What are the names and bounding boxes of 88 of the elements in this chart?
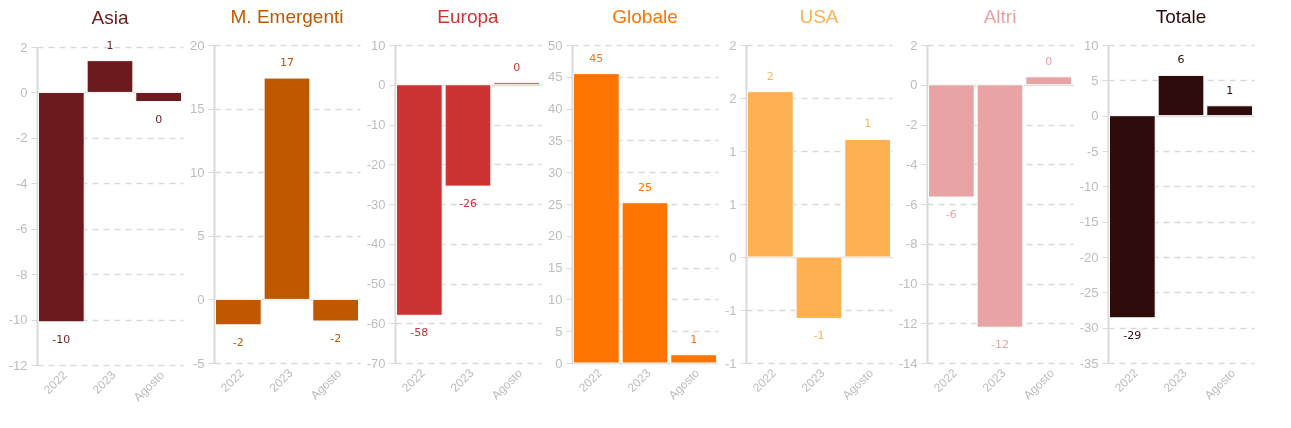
data-label: -26 (459, 197, 477, 211)
y-tick-label: -4 (905, 156, 918, 172)
y-tick-label: 5 (1091, 72, 1099, 88)
chart-title: Europa (437, 6, 500, 27)
chart-title: Totale (1155, 6, 1207, 27)
y-tick-label: -50 (366, 276, 386, 291)
y-tick-label: -10 (898, 276, 918, 291)
y-tick-label: 10 (190, 164, 205, 180)
data-label: 17 (280, 56, 294, 70)
y-tick-label: 45 (548, 69, 563, 85)
y-tick-label: 1 (729, 196, 737, 212)
y-tick-label: 2 (729, 37, 737, 53)
y-tick-label: 2 (910, 37, 918, 53)
y-tick-label: 20 (190, 37, 205, 53)
chart-title: M. Emergenti (230, 6, 344, 27)
y-tick-label: 10 (1084, 37, 1099, 53)
data-label: 0 (1045, 54, 1053, 68)
y-tick-label: -12 (8, 357, 28, 373)
chart-title: USA (799, 6, 839, 27)
y-tick-label: -25 (1079, 284, 1099, 300)
y-tick-label: -14 (898, 355, 918, 371)
data-label: 6 (1177, 53, 1185, 67)
y-tick-label: -30 (366, 196, 386, 212)
data-label: -58 (410, 326, 429, 340)
data-label: 1 (864, 117, 872, 131)
y-tick-label: -6 (15, 221, 28, 237)
y-tick-label: 5 (197, 228, 205, 244)
y-tick-label: 30 (548, 164, 563, 180)
data-label: 1 (1226, 83, 1234, 97)
y-tick-label: -1 (724, 355, 737, 371)
y-tick-label: -20 (1079, 249, 1099, 265)
chart-title: Altri (983, 6, 1017, 27)
y-tick-label: -70 (366, 355, 386, 371)
y-tick-label: -8 (15, 266, 28, 282)
data-label: 0 (513, 60, 521, 74)
y-tick-label: 10 (548, 291, 563, 307)
y-tick-label: 0 (555, 355, 563, 371)
data-label: 25 (638, 180, 652, 194)
y-tick-label: 0 (378, 77, 386, 93)
y-tick-label: -40 (366, 236, 386, 252)
data-label: 45 (589, 51, 604, 65)
y-tick-label: -35 (1079, 355, 1099, 371)
data-label: -6 (945, 208, 957, 222)
y-tick-label: 0 (20, 84, 28, 100)
y-tick-label: -2 (15, 130, 28, 146)
data-label: -29 (1123, 328, 1142, 342)
y-tick-label: -2 (905, 117, 918, 132)
y-tick-label: 2 (729, 90, 737, 106)
y-tick-label: -12 (898, 315, 918, 331)
y-tick-label: 0 (197, 291, 205, 307)
y-tick-label: 5 (555, 323, 563, 339)
y-tick-label: 15 (548, 260, 563, 276)
y-tick-label: 40 (548, 101, 563, 117)
chart-title: Globale (612, 6, 678, 27)
data-label: 1 (106, 38, 114, 52)
data-label: 2 (766, 69, 774, 83)
y-tick-label: -8 (905, 236, 918, 252)
data-label: -12 (991, 338, 1009, 352)
y-tick-label: 15 (190, 101, 205, 117)
y-tick-label: -10 (1079, 178, 1099, 194)
data-label: -2 (232, 335, 244, 349)
y-tick-label: -10 (366, 117, 386, 132)
y-tick-label: -30 (1079, 320, 1099, 336)
data-label: -10 (52, 332, 71, 346)
y-tick-label: -60 (366, 315, 386, 331)
data-label: -1 (813, 329, 825, 343)
data-label: -2 (330, 332, 342, 346)
y-tick-label: -10 (8, 312, 28, 328)
y-tick-label: 1 (729, 143, 737, 159)
y-tick-label: 25 (548, 196, 563, 212)
y-tick-label: 2 (20, 39, 28, 55)
data-label: 0 (155, 112, 163, 126)
y-tick-label: -5 (192, 355, 205, 371)
y-tick-label: 0 (910, 77, 918, 93)
chart-title: Asia (91, 6, 129, 28)
y-tick-label: -15 (1079, 214, 1099, 230)
y-tick-label: 0 (1091, 108, 1099, 124)
y-tick-label: 0 (729, 249, 737, 265)
y-tick-label: -6 (905, 196, 918, 212)
data-label: 1 (690, 332, 698, 346)
y-tick-label: -20 (366, 156, 386, 172)
y-tick-label: -1 (724, 302, 737, 318)
y-tick-label: 50 (548, 37, 563, 53)
y-tick-label: 20 (548, 228, 563, 244)
y-tick-label: -4 (15, 175, 28, 191)
y-tick-label: 35 (548, 132, 563, 148)
y-tick-label: -5 (1086, 143, 1099, 159)
y-tick-label: 10 (371, 37, 386, 53)
